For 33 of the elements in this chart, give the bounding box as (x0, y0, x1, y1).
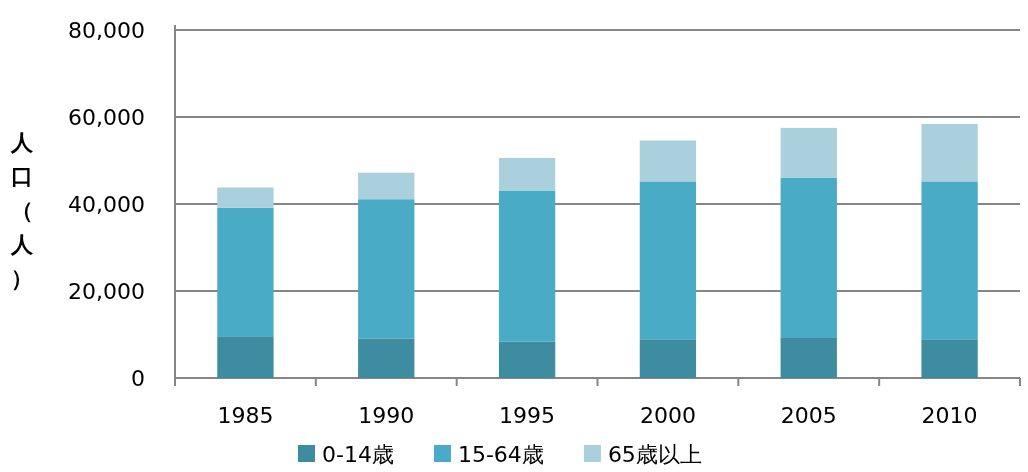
y-tick-label: 0 (131, 366, 145, 391)
y-tick-label: 40,000 (68, 192, 145, 217)
bar (639, 140, 697, 182)
legend-label: 15-64歳 (457, 442, 544, 467)
x-tick-label: 1995 (499, 403, 556, 428)
bar (780, 127, 837, 178)
y-tick-label: 20,000 (68, 279, 145, 304)
bar (498, 157, 556, 191)
ylabel: 人口（人） (11, 130, 33, 291)
bar (217, 336, 274, 378)
bar (921, 181, 978, 340)
x-tick-label: 2010 (921, 403, 978, 428)
bar (498, 190, 556, 342)
bar (358, 338, 415, 378)
bar (639, 181, 697, 340)
bar (358, 199, 415, 339)
bar (921, 123, 978, 182)
bar (217, 207, 274, 337)
bar (780, 337, 837, 378)
y-tick-label: 60,000 (68, 105, 145, 130)
x-tick-label: 2000 (639, 403, 696, 428)
x-tick-label: 1985 (217, 403, 274, 428)
bar (217, 187, 274, 208)
bar (780, 177, 837, 338)
x-tick-label: 2005 (780, 403, 837, 428)
bar (498, 341, 556, 378)
legend-label: 0-14歳 (322, 442, 394, 467)
bar (358, 172, 415, 200)
bar (639, 339, 697, 378)
bar (921, 339, 978, 378)
y-tick-label: 80,000 (68, 18, 145, 43)
x-tick-label: 1990 (358, 403, 415, 428)
legend-label: 65歳以上 (607, 442, 702, 467)
